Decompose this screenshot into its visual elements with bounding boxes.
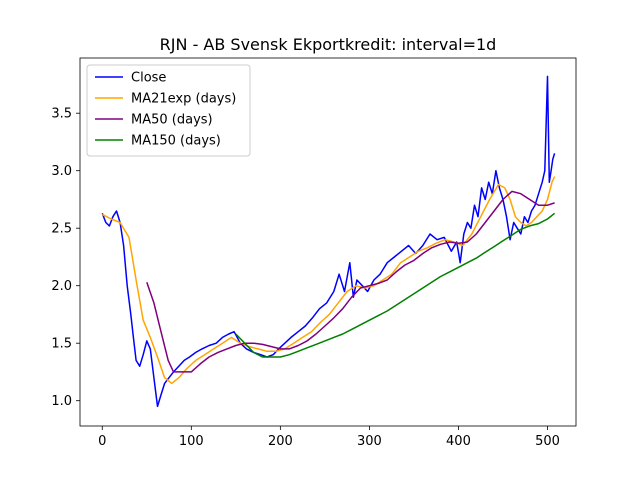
series-line-0 (101, 75, 556, 408)
legend-label-2: MA50 (days) (131, 113, 213, 128)
y-tick-label: 1.5 (51, 337, 72, 352)
series-line-2 (146, 190, 555, 373)
x-tick-label: 300 (357, 434, 382, 449)
y-tick-label: 2.0 (51, 279, 72, 294)
legend: Close MA21exp (days) MA50 (days) MA150 (day… (86, 64, 251, 157)
x-tick-label: 100 (179, 434, 204, 449)
series-line-3 (235, 212, 556, 358)
x-tick-label: 200 (268, 434, 293, 449)
plot-area (101, 75, 556, 408)
y-tick-label: 3.0 (51, 164, 72, 179)
y-tick-label: 1.0 (51, 394, 72, 409)
x-tick-label: 400 (446, 434, 471, 449)
legend-label-0: Close (131, 71, 166, 86)
y-tick-label: 3.5 (51, 107, 72, 122)
x-tick-label: 0 (98, 434, 106, 449)
axes-frame (79, 57, 577, 427)
y-tick-label: 2.5 (51, 222, 72, 237)
legend-label-1: MA21exp (days) (131, 92, 236, 107)
axes: 0 100 200 300 400 500 1.0 1.5 2.0 2.5 3.0 3.5 (51, 57, 577, 449)
legend-label-3: MA150 (days) (131, 134, 221, 149)
series-lines (101, 75, 556, 408)
x-tick-label: 500 (535, 434, 560, 449)
chart-title: RJN - AB Svensk Ekportkredit: interval=1… (160, 35, 497, 54)
legend-box (86, 64, 251, 157)
series-line-1 (101, 176, 556, 385)
